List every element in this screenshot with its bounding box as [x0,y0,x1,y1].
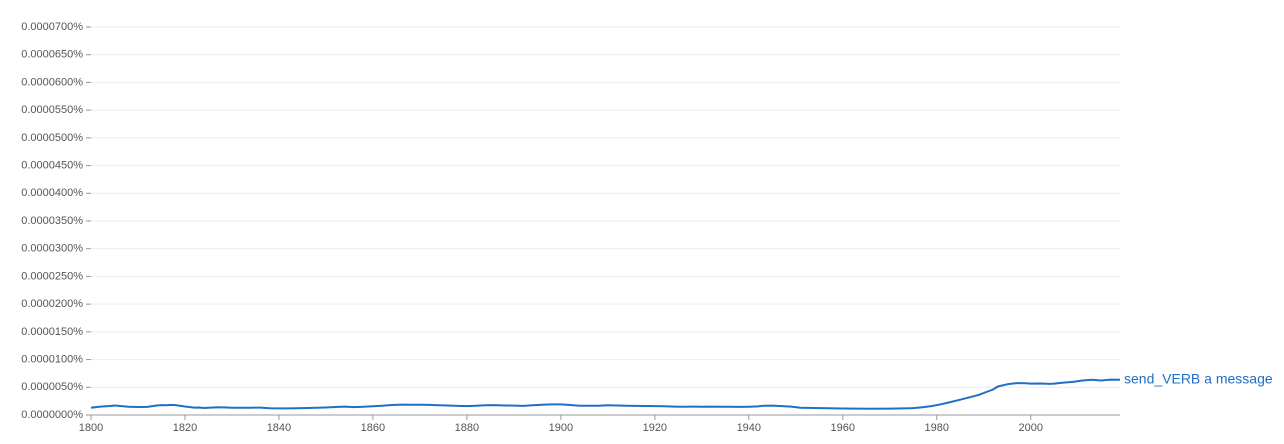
x-tick-label: 1800 [79,422,103,434]
y-tick-label: 0.0000250% [21,270,83,282]
x-tick-label: 1980 [925,422,949,434]
x-tick-label: 1960 [831,422,855,434]
x-tick-label: 1940 [737,422,761,434]
y-tick-label: 0.0000100% [21,353,83,365]
x-tick-label: 1820 [173,422,197,434]
y-tick-label: 0.0000700% [21,21,83,33]
y-tick-label: 0.0000500% [21,132,83,144]
y-tick-label: 0.0000550% [21,104,83,116]
series-label: send_VERB a message [1124,371,1273,387]
y-tick-label: 0.0000450% [21,159,83,171]
series-line [90,378,1121,410]
y-tick-label: 0.0000000% [21,409,83,421]
y-tick-label: 0.0000150% [21,326,83,338]
x-tick-label: 1860 [361,422,385,434]
x-tick-label: 2000 [1018,422,1042,434]
y-tick-label: 0.0000650% [21,49,83,61]
y-tick-label: 0.0000050% [21,381,83,393]
y-tick-label: 0.0000600% [21,76,83,88]
y-tick-label: 0.0000350% [21,215,83,227]
y-tick-label: 0.0000400% [21,187,83,199]
x-tick-label: 1920 [643,422,667,434]
y-tick-label: 0.0000200% [21,298,83,310]
y-tick-label: 0.0000300% [21,243,83,255]
x-tick-label: 1880 [455,422,479,434]
x-tick-label: 1900 [549,422,573,434]
x-tick-label: 1840 [267,422,291,434]
